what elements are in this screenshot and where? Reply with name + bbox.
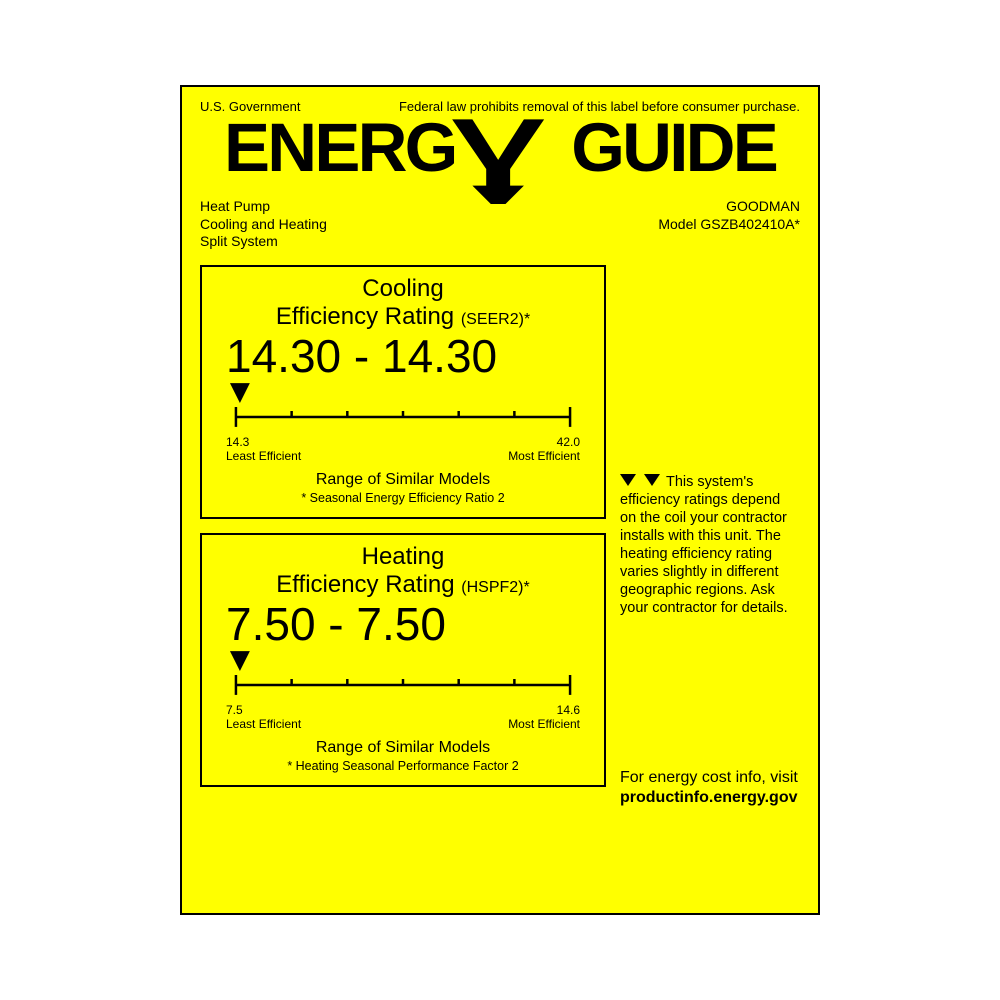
cooling-box: Cooling Efficiency Rating (SEER2)* 14.30… bbox=[200, 265, 606, 519]
cooling-pointer-icon bbox=[230, 383, 250, 403]
title-y-arrow bbox=[452, 119, 544, 204]
side-note: This system's efficiency ratings depend … bbox=[620, 473, 800, 618]
cooling-value: 14.30 - 14.30 bbox=[216, 333, 590, 379]
cooling-scale: 14.3 Least Efficient 42.0 Most Efficient bbox=[216, 381, 590, 463]
brand-model: GOODMAN Model GSZB402410A* bbox=[658, 198, 800, 251]
cooling-min-caption: Least Efficient bbox=[226, 449, 301, 463]
energyguide-label: U.S. Government Federal law prohibits re… bbox=[180, 85, 820, 915]
energyguide-title: ENERG GUIDE bbox=[200, 112, 800, 204]
heating-scale: 7.5 Least Efficient 14.6 Most Efficient bbox=[216, 649, 590, 731]
cooling-footnote: * Seasonal Energy Efficiency Ratio 2 bbox=[216, 491, 590, 505]
heating-footnote: * Heating Seasonal Performance Factor 2 bbox=[216, 759, 590, 773]
cooling-max-label: 42.0 bbox=[508, 435, 580, 449]
heating-metric: (HSPF2)* bbox=[461, 579, 529, 596]
rating-boxes: Cooling Efficiency Rating (SEER2)* 14.30… bbox=[200, 265, 606, 808]
side-note-text: This system's efficiency ratings depend … bbox=[620, 474, 788, 617]
product-type-line2: Cooling and Heating bbox=[200, 216, 327, 234]
note-pointer-icons bbox=[620, 473, 660, 491]
heating-max-caption: Most Efficient bbox=[508, 717, 580, 731]
content-row: Cooling Efficiency Rating (SEER2)* 14.30… bbox=[200, 265, 800, 808]
title-left: ENERG bbox=[224, 112, 456, 186]
side-link: For energy cost info, visit productinfo.… bbox=[620, 768, 800, 808]
cooling-max-caption: Most Efficient bbox=[508, 449, 580, 463]
cooling-metric: (SEER2)* bbox=[461, 311, 530, 328]
cooling-heading2: Efficiency Rating (SEER2)* bbox=[216, 303, 590, 331]
heating-range-caption: Range of Similar Models bbox=[216, 739, 590, 757]
cooling-range-caption: Range of Similar Models bbox=[216, 471, 590, 489]
heating-heading2: Efficiency Rating (HSPF2)* bbox=[216, 571, 590, 599]
heating-pointer-icon bbox=[230, 651, 250, 671]
meta-row: Heat Pump Cooling and Heating Split Syst… bbox=[200, 198, 800, 251]
cooling-heading1: Cooling bbox=[216, 275, 590, 303]
heating-heading1: Heating bbox=[216, 543, 590, 571]
product-type: Heat Pump Cooling and Heating Split Syst… bbox=[200, 198, 327, 251]
heating-box: Heating Efficiency Rating (HSPF2)* 7.50 … bbox=[200, 533, 606, 787]
cooling-min-label: 14.3 bbox=[226, 435, 301, 449]
heating-max-label: 14.6 bbox=[508, 703, 580, 717]
side-link-intro: For energy cost info, visit bbox=[620, 768, 800, 788]
side-link-url: productinfo.energy.gov bbox=[620, 788, 800, 808]
heating-value: 7.50 - 7.50 bbox=[216, 601, 590, 647]
product-type-line3: Split System bbox=[200, 233, 327, 251]
model: Model GSZB402410A* bbox=[658, 216, 800, 234]
heating-min-caption: Least Efficient bbox=[226, 717, 301, 731]
heating-min-label: 7.5 bbox=[226, 703, 301, 717]
side-column: This system's efficiency ratings depend … bbox=[606, 265, 800, 808]
title-right: GUIDE bbox=[571, 112, 776, 186]
